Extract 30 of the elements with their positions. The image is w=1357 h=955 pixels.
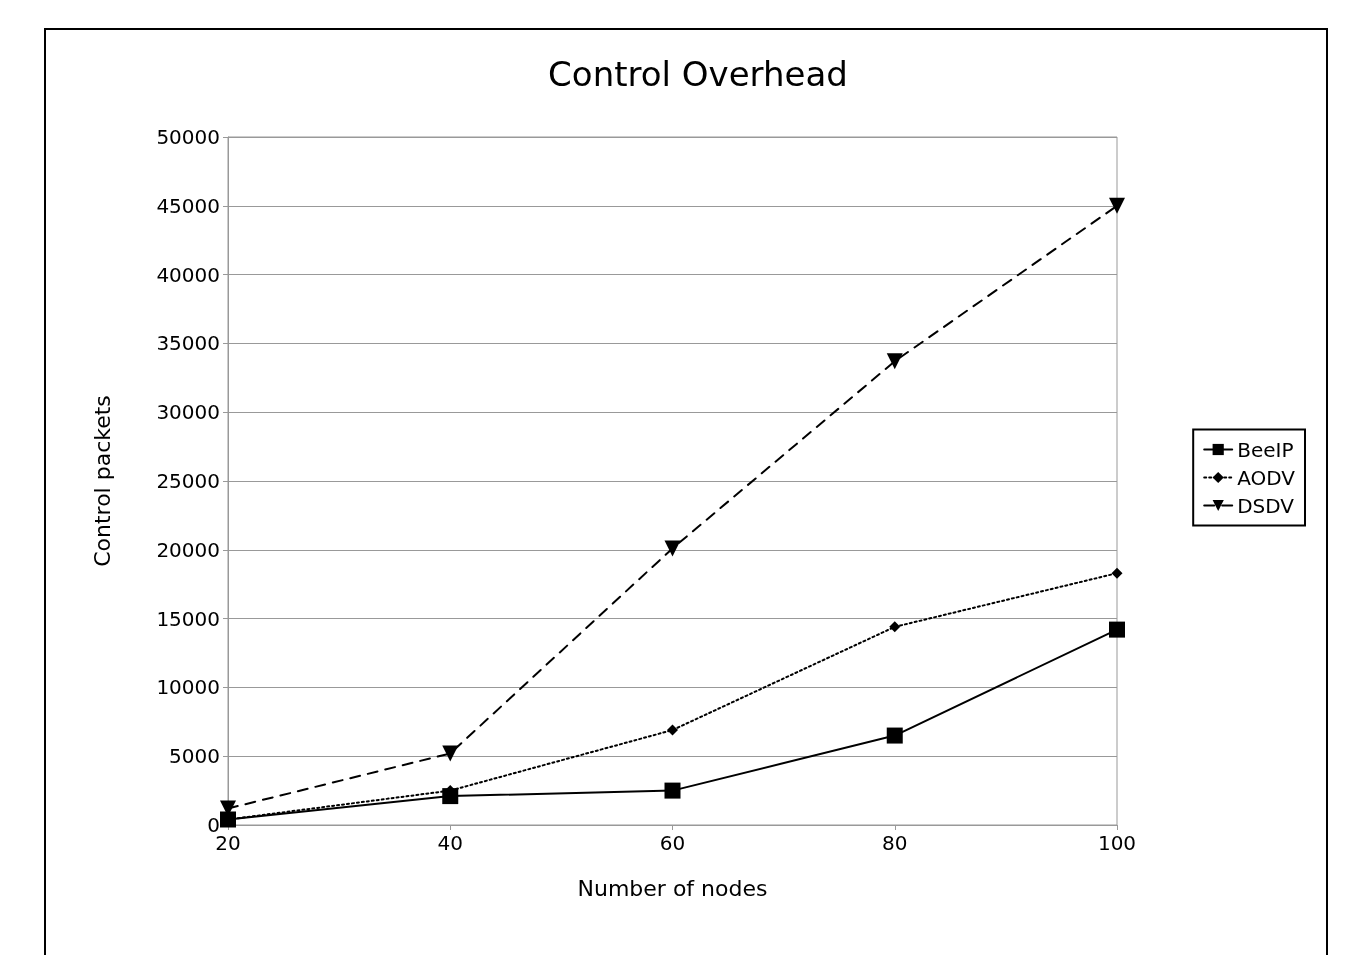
point [1109, 197, 1125, 214]
point [886, 353, 903, 370]
y-tick-label: 15000 [156, 606, 220, 631]
y-tick-label: 5000 [169, 744, 220, 769]
legend-label: AODV [1237, 465, 1296, 490]
y-axis-title: Control packets [89, 395, 115, 567]
y-tick-label: 50000 [156, 125, 220, 149]
point [442, 745, 459, 762]
y-tick-label: 30000 [156, 400, 220, 425]
point [667, 724, 678, 736]
point [886, 727, 903, 744]
point [889, 621, 901, 633]
legend-label: BeeIP [1237, 437, 1294, 462]
chart-title: Control Overhead [548, 54, 848, 94]
y-tick-label: 20000 [156, 537, 220, 562]
point [1109, 621, 1125, 638]
y-tick-label: 45000 [156, 193, 220, 218]
point [1111, 567, 1123, 579]
x-tick-label: 100 [1097, 831, 1137, 855]
y-tick-label: 25000 [156, 469, 220, 493]
point [664, 540, 681, 557]
x-tick-label: 40 [437, 831, 463, 855]
x-tick-label: 60 [659, 831, 686, 855]
y-tick-label: 35000 [156, 331, 220, 356]
point [664, 782, 681, 799]
y-tick-label: 40000 [156, 262, 220, 287]
y-tick-label: 10000 [156, 675, 220, 700]
legend-label: DSDV [1237, 493, 1295, 518]
x-axis-title: Number of nodes [577, 875, 768, 901]
x-tick-label: 80 [882, 831, 908, 855]
